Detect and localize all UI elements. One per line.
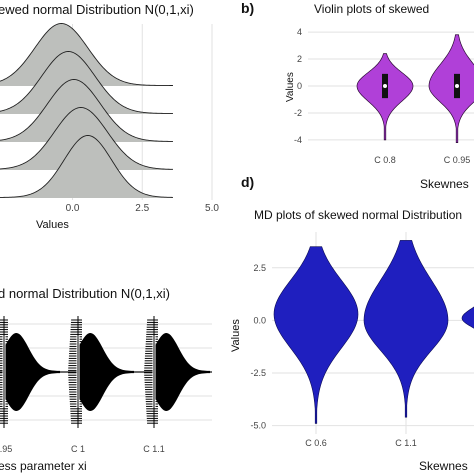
panel-c-x-tick-label: C 1 bbox=[71, 444, 85, 454]
panel-a-ridges bbox=[0, 23, 173, 198]
panel-d: d) MD plots of skewed normal Distributio… bbox=[230, 174, 474, 473]
panel-a-ridge-fill bbox=[0, 135, 173, 198]
panel-a-x-ticks: 0.0 2.5 5.0 bbox=[66, 203, 220, 214]
panel-a: ewed normal Distribution N(0,1,xi) 0.0 2.… bbox=[0, 2, 219, 231]
panel-d-title: MD plots of skewed normal Distribution bbox=[254, 208, 462, 222]
panel-d-y-axis-label: Values bbox=[230, 319, 242, 352]
panel-a-ridge-outline bbox=[0, 135, 173, 198]
panel-a-x-axis-label: Values bbox=[36, 219, 69, 231]
panel-a-ridge-outline bbox=[0, 107, 173, 170]
panel-b-x-ticks: C 0.8 C 0.95 bbox=[374, 155, 470, 165]
panel-a-title: ewed normal Distribution N(0,1,xi) bbox=[0, 2, 194, 17]
panel-b-y-tick-label: 4 bbox=[297, 27, 302, 37]
panel-b-y-ticks: 4 2 0 -2 -4 bbox=[294, 27, 302, 145]
panel-c-x-axis-label: ess parameter xi bbox=[0, 459, 87, 473]
panel-b-y-tick-label: 0 bbox=[297, 81, 302, 91]
panel-d-x-tick-label: C 1.1 bbox=[395, 438, 417, 448]
panel-d-y-tick-label: 0.0 bbox=[253, 315, 266, 325]
panel-c: d normal Distribution N(0,1,xi) .95 C 1 C … bbox=[0, 286, 212, 473]
panel-b-y-axis-label: Values bbox=[285, 72, 296, 102]
panel-d-y-tick-label: 2.5 bbox=[253, 263, 266, 273]
panel-b-y-tick-label: 2 bbox=[297, 54, 302, 64]
panel-b-median-point bbox=[455, 84, 459, 88]
panel-d-violin bbox=[461, 306, 474, 329]
panel-a-x-tick-label: 2.5 bbox=[135, 203, 149, 214]
panel-b-x-tick-label: C 0.95 bbox=[444, 155, 471, 165]
panel-c-x-tick-label: .95 bbox=[0, 444, 12, 454]
panel-c-title: d normal Distribution N(0,1,xi) bbox=[0, 286, 170, 301]
panel-c-md-glyph bbox=[0, 316, 60, 428]
panel-d-y-tick-label: -5.0 bbox=[250, 421, 266, 431]
panel-c-x-tick-label: C 1.1 bbox=[143, 444, 165, 454]
panel-a-x-tick-label: 0.0 bbox=[66, 203, 80, 214]
panel-a-ridge-outline bbox=[0, 51, 173, 114]
panel-c-md-glyphs bbox=[0, 316, 212, 428]
panel-b-x-axis-label: Skewnes bbox=[420, 177, 469, 191]
panel-b-y-tick-label: -2 bbox=[294, 108, 302, 118]
panel-b-median-point bbox=[383, 84, 387, 88]
panel-b-y-tick-label: -4 bbox=[294, 135, 302, 145]
panel-d-violins bbox=[273, 240, 474, 424]
panel-b-title: Violin plots of skewed bbox=[314, 2, 429, 16]
panel-b-label: b) bbox=[241, 0, 254, 16]
panel-a-x-tick-label: 5.0 bbox=[205, 203, 219, 214]
panel-d-violin bbox=[363, 240, 449, 418]
panel-b: b) Violin plots of skewed 420-2-4 C 0.8 C… bbox=[241, 0, 474, 191]
panel-c-x-ticks: .95 C 1 C 1.1 bbox=[0, 444, 165, 454]
panel-c-md-glyph bbox=[144, 316, 210, 428]
panel-a-ridge-outline bbox=[0, 79, 173, 142]
panel-d-label: d) bbox=[241, 174, 254, 190]
panel-b-violin bbox=[428, 34, 474, 143]
panel-d-y-ticks: 2.5 0.0 -2.5 -5.0 bbox=[250, 263, 266, 431]
panel-d-y-tick-label: -2.5 bbox=[250, 368, 266, 378]
panel-a-ridge-fill bbox=[0, 23, 173, 86]
panel-d-violin bbox=[273, 246, 359, 424]
panel-c-md-glyph bbox=[68, 316, 134, 428]
panel-b-x-tick-label: C 0.8 bbox=[374, 155, 396, 165]
panel-d-x-tick-label: C 0.6 bbox=[305, 438, 327, 448]
panel-a-ridge-fill bbox=[0, 51, 173, 114]
panel-d-x-ticks: C 0.6 C 1.1 bbox=[305, 438, 417, 448]
panel-d-x-axis-label: Skewnes bbox=[419, 459, 468, 473]
panel-b-violins bbox=[356, 34, 474, 143]
panel-a-ridge-outline bbox=[0, 23, 173, 86]
